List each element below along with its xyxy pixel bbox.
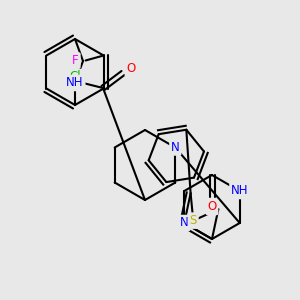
Text: O: O: [126, 62, 136, 76]
Text: N: N: [171, 141, 180, 154]
Text: NH: NH: [231, 184, 248, 197]
Text: O: O: [207, 200, 217, 214]
Text: Cl: Cl: [69, 70, 81, 83]
Text: F: F: [72, 54, 79, 67]
Text: S: S: [190, 214, 197, 227]
Text: N: N: [180, 217, 189, 230]
Text: NH: NH: [66, 76, 84, 89]
